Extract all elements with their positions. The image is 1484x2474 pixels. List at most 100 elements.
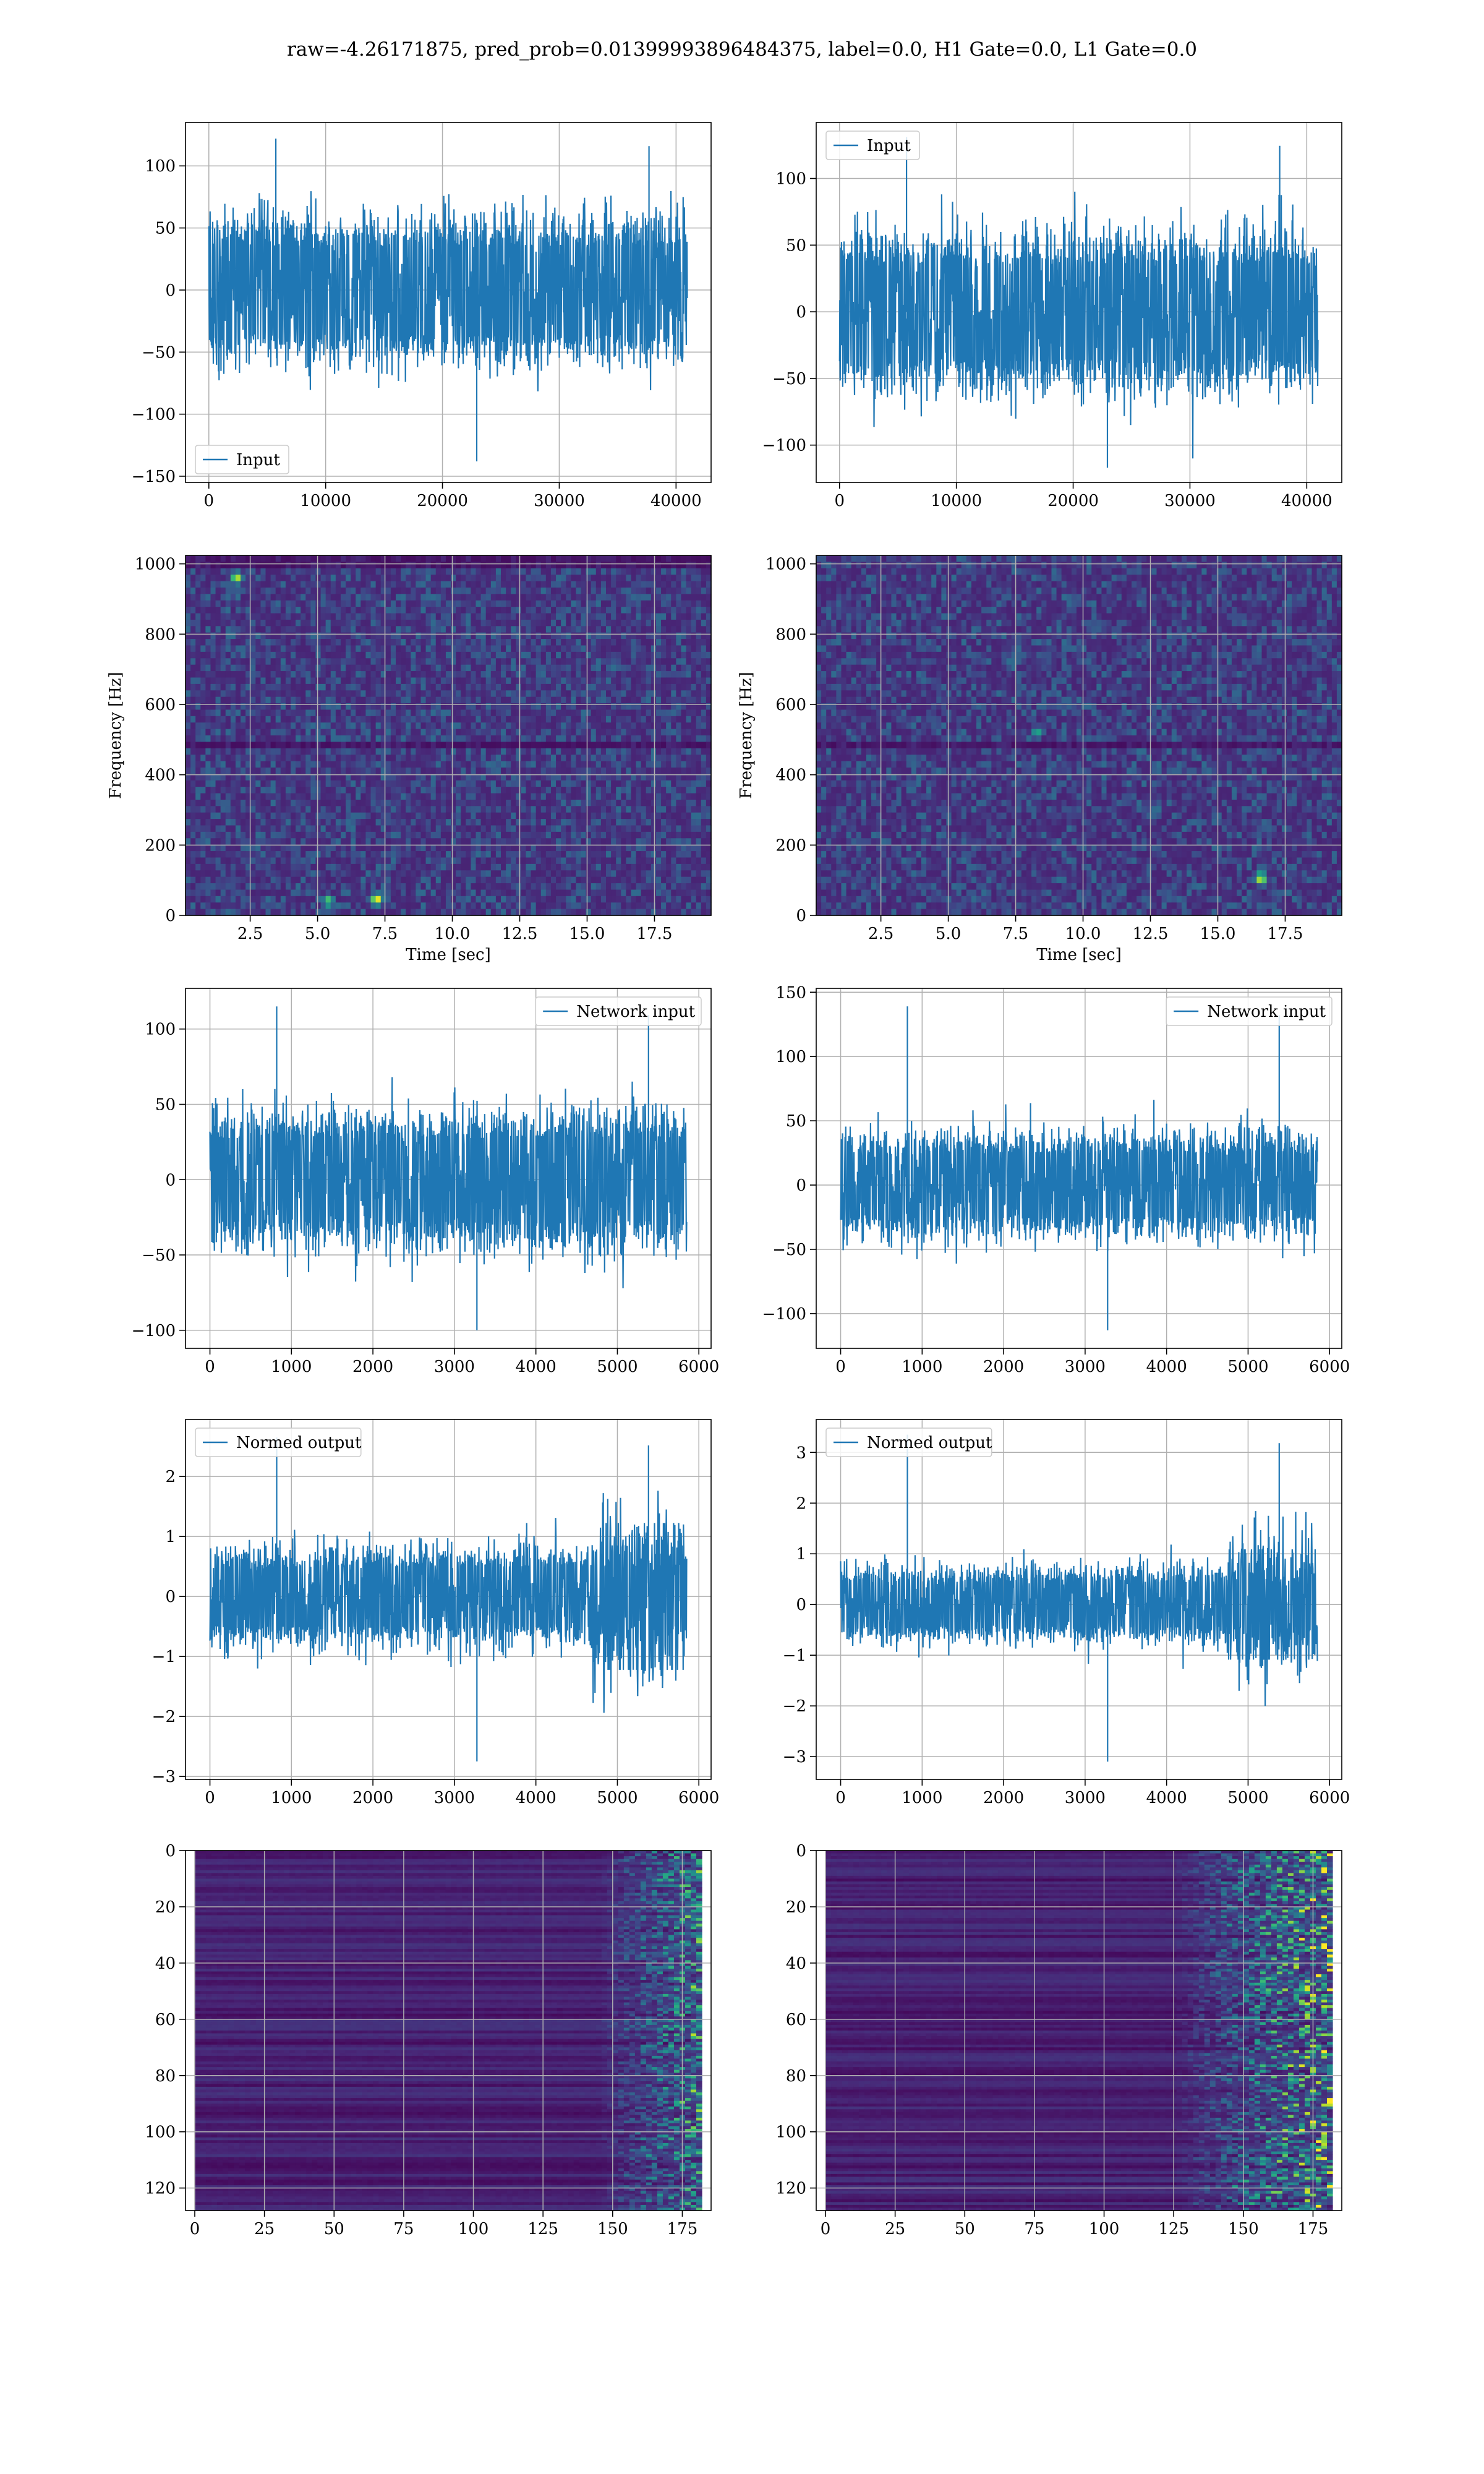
y-tick-label: −1: [783, 1646, 806, 1665]
y-tick-label: −3: [152, 1768, 176, 1786]
y-tick-label: −2: [152, 1708, 176, 1726]
x-tick-label: 0: [821, 2220, 831, 2238]
x-tick-label: 3000: [1065, 1789, 1106, 1807]
x-tick-label: 0: [835, 1789, 846, 1807]
x-tick-label: 150: [1228, 2220, 1259, 2238]
x-tick-label: 7.5: [372, 925, 398, 943]
x-tick-label: 12.5: [502, 925, 538, 943]
y-tick-label: 120: [775, 2180, 806, 2198]
legend-box: [195, 1427, 362, 1457]
y-tick-label: −100: [132, 406, 176, 424]
y-axis-label: Frequency [Hz]: [106, 672, 125, 799]
y-tick-label: 200: [775, 836, 806, 855]
heatmap-cells: [816, 555, 1342, 916]
y-tick-label: −3: [783, 1748, 806, 1766]
x-tick-label: 10000: [931, 492, 982, 510]
figure-title: raw=-4.26171875, pred_prob=0.01399993896…: [0, 38, 1484, 61]
y-tick-label: −1: [152, 1648, 176, 1666]
y-tick-label: 0: [165, 1171, 176, 1189]
x-tick-label: 100: [1089, 2220, 1120, 2238]
axes-frame: [816, 1850, 1342, 2211]
legend-label: Network input: [1207, 1003, 1326, 1021]
x-tick-label: 7.5: [1003, 925, 1028, 943]
x-tick-label: 3000: [434, 1789, 475, 1807]
x-tick-label: 50: [955, 2220, 975, 2238]
x-tick-label: 3000: [434, 1358, 475, 1376]
l1-feature-map-plot: 0 25 50 75 100 125 150 175 0 20 40 60 80 100 120: [775, 1842, 1342, 2238]
x-tick-label: 1000: [902, 1358, 942, 1376]
y-tick-label: 60: [786, 2011, 806, 2029]
y-tick-label: 800: [775, 625, 806, 644]
axes-frame: [185, 122, 712, 483]
legend-box: [195, 445, 289, 474]
l1-normed-output-plot: 0 1000 2000 3000 4000 5000 6000 −3 −2 −1 0 1 2 3 Norme…: [783, 1419, 1350, 1807]
y-tick-label: 600: [145, 696, 176, 714]
x-tick-label: 0: [204, 492, 215, 510]
x-tick-label: 15.0: [569, 925, 605, 943]
legend-label: Input: [236, 451, 280, 469]
y-tick-label: −150: [132, 468, 176, 486]
l1-input-plot: 0 10000 20000 30000 40000 −100 −50 0 50 100 Input: [762, 122, 1342, 510]
l1-network-input-plot: 0 1000 2000 3000 4000 5000 6000 −100 −50 0 50 100 15…: [762, 983, 1350, 1376]
heatmap-cells: [825, 1851, 1333, 2211]
x-tick-label: 150: [597, 2220, 628, 2238]
x-tick-label: 1000: [902, 1789, 942, 1807]
axes-frame: [816, 122, 1342, 483]
x-tick-label: 6000: [678, 1789, 719, 1807]
x-tick-label: 1000: [271, 1789, 312, 1807]
series-line: [209, 1437, 688, 1761]
legend-box: [535, 996, 702, 1026]
y-tick-label: 400: [775, 766, 806, 785]
y-tick-label: 0: [165, 1588, 176, 1606]
legend: Network input: [1166, 996, 1333, 1026]
y-tick-label: 0: [796, 303, 806, 322]
series-line: [838, 137, 1319, 468]
x-axis-label: Time [sec]: [406, 946, 491, 964]
legend-box: [825, 1427, 992, 1457]
h1-normed-output-plot: 0 1000 2000 3000 4000 5000 6000 −3 −2 −1 0 1 2 Normed…: [152, 1419, 719, 1807]
x-tick-label: 20000: [417, 492, 468, 510]
x-tick-label: 0: [835, 492, 845, 510]
x-tick-label: 17.5: [637, 925, 673, 943]
x-tick-label: 175: [1298, 2220, 1329, 2238]
x-tick-label: 5.0: [936, 925, 961, 943]
x-tick-label: 4000: [516, 1789, 556, 1807]
x-tick-label: 2.5: [237, 925, 263, 943]
series-line: [209, 1006, 688, 1330]
heatmap-cells: [186, 555, 712, 916]
axes-frame: [816, 555, 1342, 916]
x-tick-label: 5000: [597, 1358, 638, 1376]
x-tick-label: 1000: [271, 1358, 312, 1376]
x-tick-label: 15.0: [1200, 925, 1236, 943]
legend: Normed output: [195, 1427, 362, 1457]
y-tick-label: 0: [165, 1842, 176, 1860]
x-tick-label: 4000: [1146, 1358, 1187, 1376]
axes-frame: [816, 988, 1342, 1349]
axes-frame: [816, 1419, 1342, 1780]
y-tick-label: 200: [145, 836, 176, 855]
y-tick-label: 3: [796, 1444, 806, 1462]
y-tick-label: 0: [796, 1176, 806, 1195]
x-axis-label: Time [sec]: [1036, 946, 1122, 964]
legend: Input: [825, 131, 920, 160]
y-tick-label: −50: [142, 343, 176, 362]
y-tick-label: 400: [145, 766, 176, 785]
y-tick-label: 100: [775, 2123, 806, 2142]
y-tick-label: −100: [762, 437, 806, 455]
y-tick-label: 0: [796, 1596, 806, 1614]
h1-input-plot: 0 10000 20000 30000 40000 −150 −100 −50 0 50 100 In…: [132, 122, 712, 510]
y-tick-label: 80: [155, 2067, 176, 2086]
y-tick-label: 150: [775, 983, 806, 1002]
y-tick-label: 100: [145, 2123, 176, 2142]
legend: Network input: [535, 996, 702, 1026]
x-tick-label: 5000: [1227, 1358, 1268, 1376]
y-tick-label: 2: [165, 1468, 176, 1486]
y-tick-label: 50: [155, 1096, 176, 1115]
x-tick-label: 17.5: [1268, 925, 1303, 943]
x-tick-label: 0: [205, 1358, 215, 1376]
y-tick-label: 50: [786, 1112, 806, 1131]
x-tick-label: 10.0: [435, 925, 471, 943]
y-tick-label: 60: [155, 2011, 176, 2029]
y-tick-label: 20: [786, 1898, 806, 1917]
y-tick-label: 600: [775, 696, 806, 714]
